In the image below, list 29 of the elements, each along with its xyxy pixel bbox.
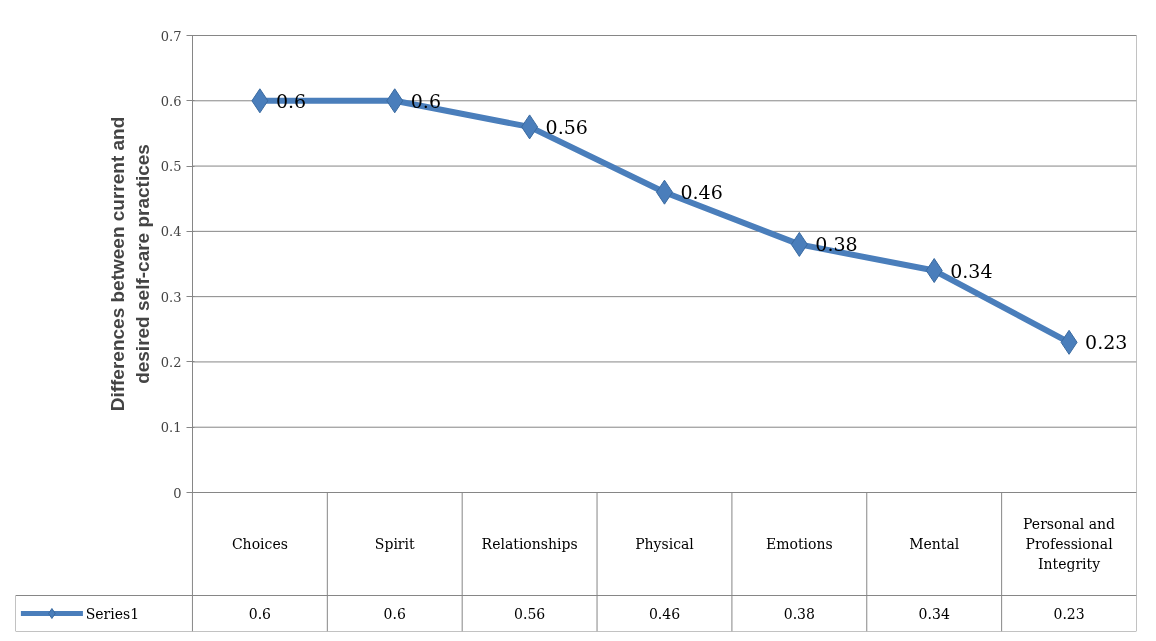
y-tick-label: 0.6 <box>160 93 182 109</box>
x-tick-label: Choices <box>231 536 288 552</box>
y-tick-label: 0.5 <box>160 159 182 175</box>
x-tick-label: Physical <box>635 536 695 552</box>
x-tick-label: Personal and Professional Integrity <box>1023 516 1116 572</box>
text: 0.34 <box>950 259 993 282</box>
data-label: 0.6 <box>383 606 406 622</box>
text: 0.38 <box>815 233 858 256</box>
y-tick-label: 0.4 <box>160 224 182 240</box>
y-tick-label: 0.1 <box>160 420 182 436</box>
y-tick-label: 0.2 <box>160 354 182 370</box>
x-tick-label: Emotions <box>766 536 833 552</box>
data-label: 0.23 <box>1053 606 1085 622</box>
data-label: 0.6 <box>248 606 272 622</box>
data-label: 0.38 <box>783 606 815 622</box>
text: 0.23 <box>1085 331 1128 354</box>
y-tick-label: 0.7 <box>160 28 182 44</box>
data-label: 0.46 <box>648 606 681 622</box>
x-tick-label: Relationships <box>481 536 578 552</box>
legend-label: Series1 <box>85 605 140 622</box>
x-tick-label: Mental <box>909 536 960 552</box>
text: 0.46 <box>680 181 723 204</box>
x-tick-label: Spirit <box>374 536 416 552</box>
y-axis-title: Differences between current and desired self-care practices <box>106 116 153 412</box>
data-label: 0.56 <box>514 606 546 622</box>
y-tick-label: 0.3 <box>160 289 182 305</box>
text: 0.56 <box>545 115 588 138</box>
data-label: 0.34 <box>918 606 950 622</box>
y-tick-label: 0 <box>173 485 182 501</box>
